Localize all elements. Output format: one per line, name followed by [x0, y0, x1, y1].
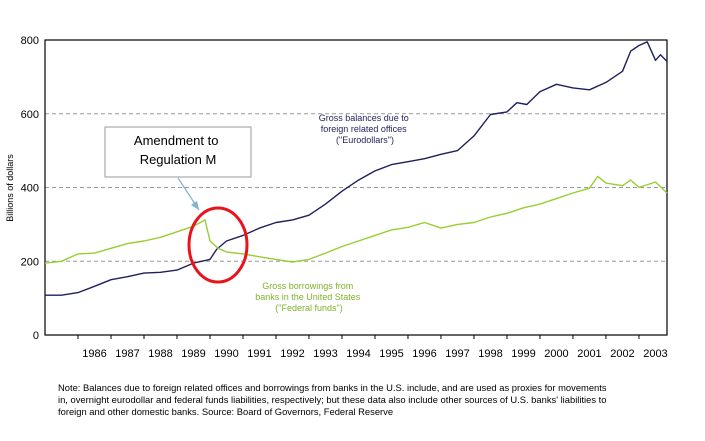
x-tick-label-1987: 1987: [115, 348, 139, 360]
x-tick-label-1995: 1995: [379, 348, 403, 360]
plot-frame: [44, 39, 668, 336]
fedfunds-line: [44, 175, 668, 264]
callout-line-2: Regulation M: [140, 152, 217, 167]
y-tick-label-400: 400: [21, 183, 39, 195]
fedfunds-label-line-3: ("Federal funds"): [275, 303, 342, 313]
callout-box: [104, 126, 252, 178]
fedfunds-series-label: Gross borrowings from banks in the Unite…: [255, 281, 363, 313]
x-tick-label-1993: 1993: [313, 348, 337, 360]
x-tick-label-1994: 1994: [346, 348, 370, 360]
x-tick-label-1990: 1990: [214, 348, 238, 360]
x-tick-label-1997: 1997: [445, 348, 469, 360]
x-tick-label-1992: 1992: [280, 348, 304, 360]
y-tick-label-200: 200: [21, 256, 39, 268]
axes: [44, 39, 668, 339]
x-tick-label-1998: 1998: [478, 348, 502, 360]
eurodollars-label-line-2: foreign related offices: [321, 124, 407, 134]
footnote-line-1: Note: Balances due to foreign related of…: [58, 382, 607, 393]
footnote: Note: Balances due to foreign related of…: [58, 382, 698, 418]
x-tick-label-2003: 2003: [643, 348, 667, 360]
fedfunds-label-line-1: Gross borrowings from: [262, 281, 353, 291]
y-tick-label-800: 800: [21, 35, 39, 47]
y-tick-label-0: 0: [33, 330, 39, 342]
x-tick-label-2000: 2000: [544, 348, 568, 360]
eurodollars-label-line-1: Gross balances due to: [319, 113, 409, 123]
eurodollars-series-label: Gross balances due to foreign related of…: [319, 113, 412, 145]
series-layer: [44, 41, 668, 296]
footnote-line-3: foreign and other domestic banks. Source…: [58, 406, 394, 417]
y-tick-labels: 0 200 400 600 800: [21, 35, 39, 342]
callout-arrowhead: [191, 201, 199, 210]
eurodollars-line: [45, 41, 668, 296]
x-tick-label-2002: 2002: [610, 348, 634, 360]
x-tick-label-2001: 2001: [577, 348, 601, 360]
callout-line-1: Amendment to: [134, 133, 219, 148]
y-axis-label: Billions of dollars: [5, 154, 15, 222]
x-tick-label-1986: 1986: [82, 348, 106, 360]
x-tick-label-1988: 1988: [148, 348, 172, 360]
highlight-circle: [187, 206, 249, 284]
callout-text: Amendment to Regulation M: [134, 133, 222, 167]
x-tick-label-1999: 1999: [511, 348, 535, 360]
footnote-line-2: in, overnight eurodollar and federal fun…: [58, 394, 607, 405]
x-tick-label-1991: 1991: [247, 348, 271, 360]
x-tick-label-1996: 1996: [412, 348, 436, 360]
fedfunds-label-line-2: banks in the United States: [255, 292, 361, 302]
x-tick-labels: 1986 1987 1988 1989 1990 1991 1992 1993 1994 1995…: [82, 348, 667, 360]
y-tick-label-600: 600: [21, 109, 39, 121]
eurodollars-label-line-3: ("Eurodollars"): [336, 135, 394, 145]
x-tick-label-1989: 1989: [181, 348, 205, 360]
